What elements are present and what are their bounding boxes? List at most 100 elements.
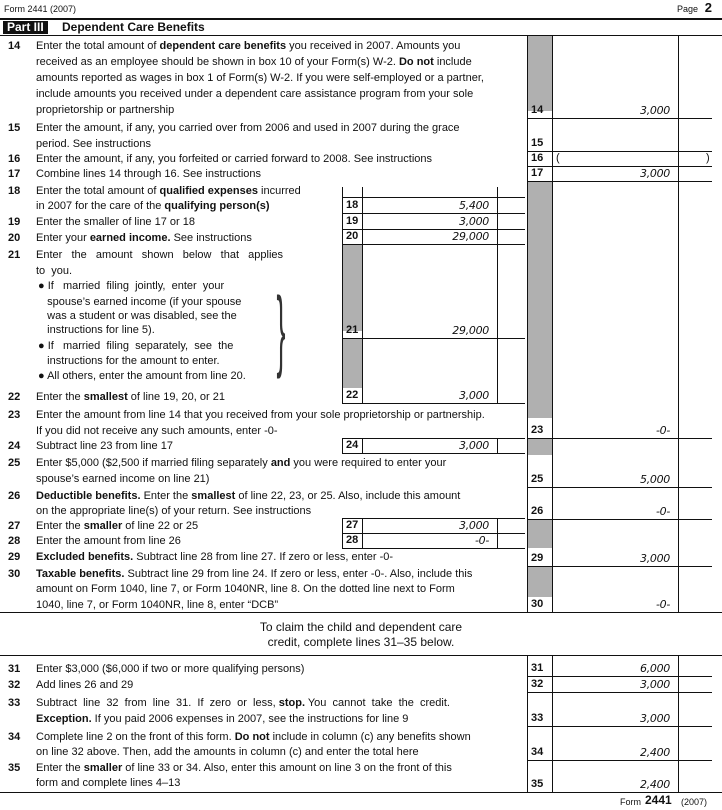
- line-26-text: on the appropriate line(s) of your retur…: [36, 505, 311, 518]
- text-segment: Enter the total amount of: [36, 185, 160, 197]
- line-21-text: instructions for the amount to enter.: [38, 355, 219, 368]
- header-rule: [0, 18, 722, 20]
- line-19-text: Enter the smaller of line 17 or 18: [36, 216, 195, 229]
- box-bottom-rule: [527, 487, 712, 488]
- line-number-27: 27: [8, 520, 21, 532]
- dot-leader: [210, 148, 520, 150]
- shaded-area: [342, 338, 362, 388]
- line-number-18: 18: [8, 185, 21, 197]
- box-bottom-rule: [342, 244, 525, 245]
- dot-leader: [460, 723, 520, 725]
- line-25-text: Enter $5,000 ($2,500 if married filing s…: [36, 457, 446, 470]
- line-15-text: Enter the amount, if any, you carried ov…: [36, 122, 460, 135]
- amount-field-31[interactable]: 6,000: [640, 662, 670, 675]
- shaded-area: [527, 519, 552, 548]
- line-number-33: 33: [8, 697, 21, 709]
- amount-field-24[interactable]: 3,000: [459, 439, 489, 452]
- amount-field-30[interactable]: -0-: [655, 598, 670, 611]
- box-bottom-rule: [342, 453, 525, 454]
- amount-field-35[interactable]: 2,400: [640, 778, 670, 791]
- box-number-15: 15: [531, 137, 544, 149]
- amount-field-18[interactable]: 5,400: [459, 199, 489, 212]
- text-segment: If you did not receive any such amounts,…: [36, 425, 278, 437]
- box-top-rule: [342, 197, 525, 198]
- box-number-21: 21: [346, 324, 359, 336]
- dot-leader: [280, 339, 338, 341]
- amount-field-21[interactable]: 29,000: [452, 324, 489, 337]
- box-number-23: 23: [531, 424, 544, 436]
- text-segment: Enter the amount, if any, you carried ov…: [36, 122, 460, 134]
- column-rule: [362, 187, 363, 403]
- text-segment: Taxable benefits.: [36, 568, 125, 580]
- line-number-24: 24: [8, 440, 21, 452]
- amount-field-17[interactable]: 3,000: [640, 167, 670, 180]
- line-25-text: spouse’s earned income on line 21): [36, 473, 209, 486]
- text-segment: amounts reported as wages in box 1 of Fo…: [36, 72, 484, 84]
- dot-leader: [400, 561, 520, 563]
- footer-form-label: Form: [620, 797, 641, 807]
- box-number-19: 19: [346, 215, 359, 227]
- line-21-text: ● If married filing jointly, enter your: [38, 280, 224, 293]
- column-rule: [527, 36, 528, 612]
- text-segment: Exception.: [36, 713, 92, 725]
- amount-field-29[interactable]: 3,000: [640, 552, 670, 565]
- box-number-31: 31: [531, 662, 544, 674]
- text-segment: smaller: [83, 520, 123, 532]
- box-bottom-rule: [527, 792, 712, 793]
- amount-field-20[interactable]: 29,000: [452, 230, 489, 243]
- amount-field-25[interactable]: 5,000: [640, 473, 670, 486]
- line-number-28: 28: [8, 535, 21, 547]
- box-bottom-rule: [527, 438, 712, 439]
- line-14-text: proprietorship or partnership: [36, 104, 174, 117]
- line-21-text: ● All others, enter the amount from line…: [38, 370, 246, 383]
- amount-field-19[interactable]: 3,000: [459, 215, 489, 228]
- column-rule: [342, 438, 343, 453]
- line-number-32: 32: [8, 679, 21, 691]
- part-title: Dependent Care Benefits: [62, 20, 205, 34]
- amount-field-23[interactable]: -0-: [655, 424, 670, 437]
- amount-field-32[interactable]: 3,000: [640, 678, 670, 691]
- text-segment: Enter the total amount of: [36, 40, 160, 52]
- text-segment: ● If married filing jointly, enter your: [38, 280, 225, 292]
- text-segment: Enter the smaller of line 17 or 18: [36, 216, 195, 228]
- note-line-2: credit, complete lines 31–35 below.: [267, 635, 455, 649]
- text-segment: qualified expenses: [159, 185, 258, 197]
- line-number-14: 14: [8, 40, 21, 52]
- amount-field-34[interactable]: 2,400: [640, 746, 670, 759]
- text-segment: Enter the: [36, 520, 84, 532]
- line-20-text: Enter your earned income. See instructio…: [36, 232, 252, 245]
- line-number-29: 29: [8, 551, 21, 563]
- text-segment: You cannot take the credit.: [305, 697, 450, 709]
- text-segment: to you.: [36, 265, 73, 277]
- box-bottom-rule: [527, 760, 712, 761]
- shaded-area: [527, 181, 552, 418]
- shaded-area: [527, 438, 552, 455]
- amount-field-14[interactable]: 3,000: [640, 104, 670, 117]
- page-number: 2: [704, 0, 712, 15]
- text-segment: qualifying person(s): [164, 200, 270, 212]
- line-number-31: 31: [8, 663, 21, 675]
- box-bottom-rule: [527, 151, 712, 152]
- shaded-area: [527, 566, 552, 597]
- line-number-16: 16: [8, 153, 21, 165]
- text-segment: Enter the amount, if any, you forfeited …: [36, 153, 433, 165]
- box-number-14: 14: [531, 104, 544, 116]
- amount-field-26[interactable]: -0-: [655, 505, 670, 518]
- dot-leader: [490, 163, 520, 165]
- line-number-22: 22: [8, 391, 21, 403]
- line-number-19: 19: [8, 216, 21, 228]
- line-16-text: Enter the amount, if any, you forfeited …: [36, 153, 432, 166]
- amount-field-22[interactable]: 3,000: [459, 389, 489, 402]
- box-number-33: 33: [531, 712, 544, 724]
- text-segment: proprietorship or partnership: [36, 104, 175, 116]
- open-paren: (: [556, 152, 560, 164]
- part-rule: [0, 35, 722, 36]
- text-segment: Do not: [234, 731, 270, 743]
- text-segment: Excluded benefits.: [36, 551, 134, 563]
- amount-field-27[interactable]: 3,000: [459, 519, 489, 532]
- amount-field-28[interactable]: -0-: [474, 534, 489, 547]
- amount-field-33[interactable]: 3,000: [640, 712, 670, 725]
- line-28-text: Enter the amount from line 26: [36, 535, 181, 548]
- box-number-28: 28: [346, 534, 359, 546]
- dot-leader: [300, 210, 338, 212]
